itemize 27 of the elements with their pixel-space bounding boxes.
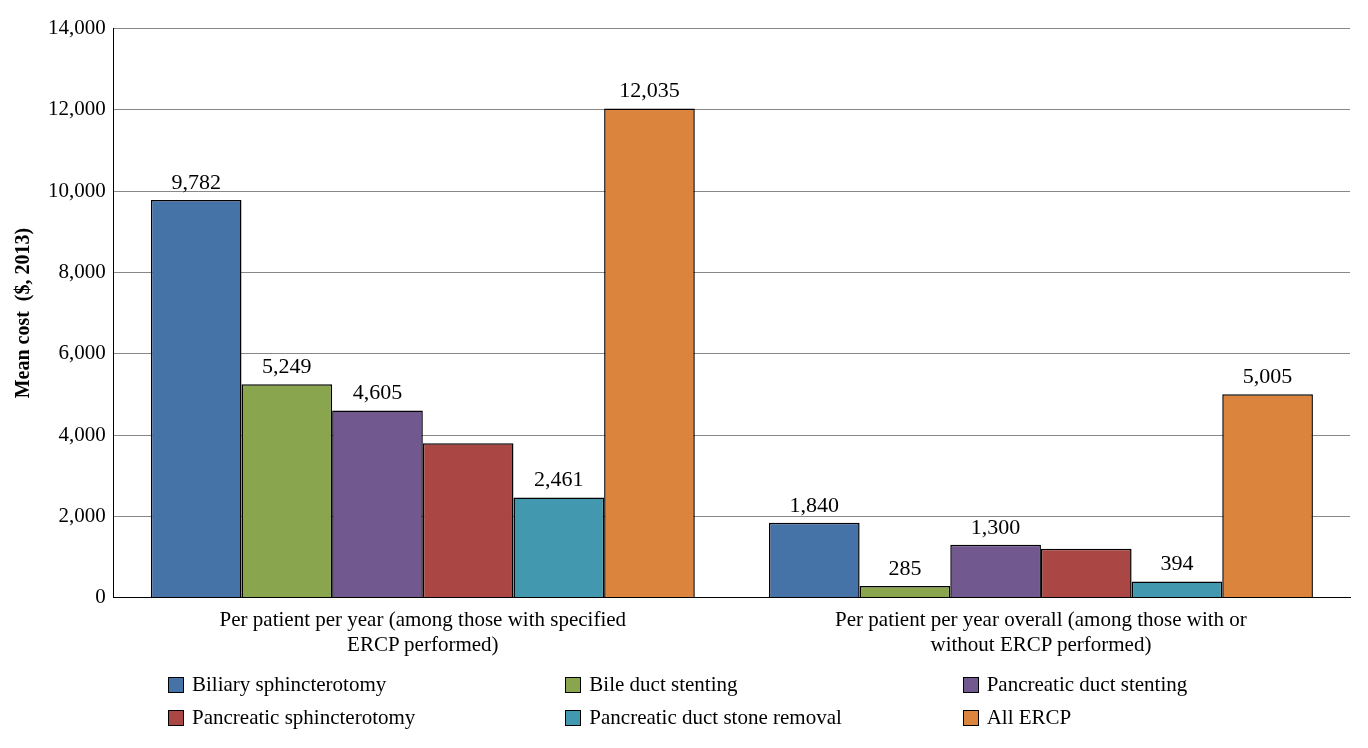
data-label: 9,782	[171, 168, 221, 194]
y-tick-label: 10,000	[48, 177, 106, 202]
data-label: 5,249	[262, 353, 312, 379]
y-axis-title: Mean cost ($, 2013)	[11, 227, 35, 399]
x-tick-label: Per patient per year overall (among those with or without ERCP performed)	[835, 606, 1247, 656]
data-label: 5,005	[1242, 362, 1293, 388]
legend-label: Pancreatic duct stenting	[986, 672, 1188, 697]
y-tick-label: 4,000	[58, 421, 106, 446]
data-label: 2,461	[534, 466, 584, 492]
y-tick-label: 14,000	[48, 15, 106, 40]
x-tick-label: Per patient per year (among those with specified ERCP performed)	[219, 606, 627, 656]
legend-label: Pancreatic sphincterotomy	[192, 705, 416, 730]
y-tick-label: 6,000	[58, 340, 106, 365]
y-tick-label: 2,000	[58, 502, 106, 527]
data-label: 4,605	[352, 379, 403, 405]
data-label: 1,300	[970, 513, 1021, 539]
data-label: 12,035	[619, 77, 680, 103]
legend-label: Pancreatic duct stone removal	[589, 705, 842, 730]
data-label: 285	[888, 554, 922, 580]
legend-label: Bile duct stenting	[589, 672, 738, 697]
y-tick-label: 12,000	[48, 96, 106, 121]
data-label: 394	[1160, 550, 1194, 576]
y-tick-label: 8,000	[58, 258, 106, 283]
y-tick-label: 0	[95, 584, 106, 609]
data-label: 1,840	[789, 491, 840, 517]
legend-label: All ERCP	[986, 705, 1072, 730]
legend-label: Biliary sphincterotomy	[192, 672, 387, 697]
